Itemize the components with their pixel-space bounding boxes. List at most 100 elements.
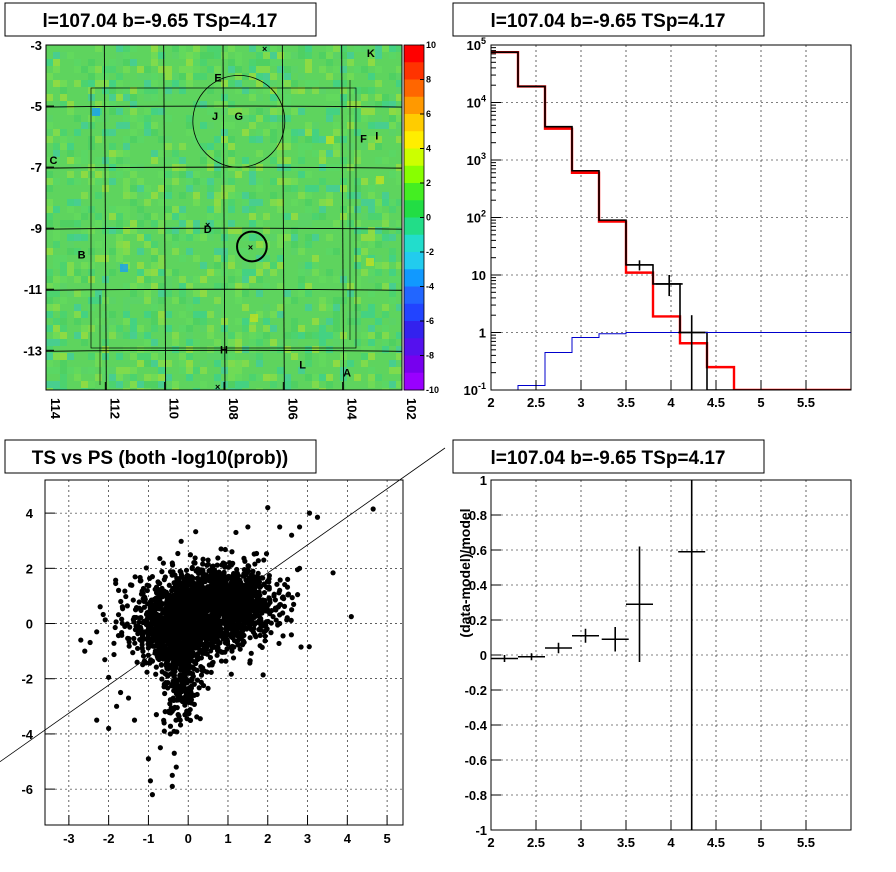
skymap-pixel xyxy=(179,255,186,262)
skymap-pixel xyxy=(256,241,263,248)
skymap-pixel xyxy=(158,283,165,290)
residual-title: l=107.04 b=-9.65 TSp=4.17 xyxy=(490,448,725,469)
skymap-pixel xyxy=(116,80,123,87)
skymap-pixel xyxy=(354,255,361,262)
skymap-pixel xyxy=(144,374,151,381)
skymap-pixel xyxy=(74,318,81,325)
skymap-pixel xyxy=(354,374,361,381)
skymap-pixel xyxy=(46,185,53,192)
scatter-point xyxy=(207,583,214,589)
skymap-pixel xyxy=(284,346,291,353)
skymap-pixel xyxy=(249,192,256,199)
skymap-pixel xyxy=(389,318,396,325)
skymap-pixel xyxy=(361,213,368,220)
scatter-point xyxy=(184,572,190,579)
colorbar-tick-label: -6 xyxy=(426,316,434,326)
skymap-pixel xyxy=(88,388,95,390)
skymap-pixel xyxy=(130,59,137,66)
skymap-pixel xyxy=(291,381,298,388)
skymap-pixel xyxy=(186,374,193,381)
skymap-pixel xyxy=(179,192,186,199)
skymap-pixel xyxy=(165,276,172,283)
skymap-pixel xyxy=(186,52,193,59)
skymap-pixel xyxy=(221,80,228,87)
colorbar-segment xyxy=(404,62,424,80)
skymap-pixel xyxy=(151,304,158,311)
skymap-pixel xyxy=(151,353,158,360)
skymap-pixel xyxy=(284,136,291,143)
scatter-point xyxy=(181,665,187,672)
scatter-point xyxy=(97,604,103,610)
scatter-point xyxy=(269,607,275,614)
x-tick-label: 4.5 xyxy=(707,395,725,410)
skymap-pixel xyxy=(130,171,137,178)
scatter-point xyxy=(161,728,167,734)
skymap-pixel xyxy=(200,52,207,59)
scatter-point xyxy=(265,505,271,511)
skymap-pixel xyxy=(95,388,102,390)
skymap-pixel xyxy=(53,290,60,297)
skymap-pixel xyxy=(368,59,375,66)
skymap-pixel xyxy=(354,276,361,283)
scatter-point xyxy=(210,587,216,593)
skymap-pixel xyxy=(95,241,102,248)
scatter-point xyxy=(167,697,174,703)
skymap-pixel xyxy=(221,122,228,129)
skymap-cross-marker: × xyxy=(262,44,267,54)
skymap-pixel xyxy=(151,80,158,87)
skymap-pixel xyxy=(228,45,235,52)
skymap-pixel xyxy=(60,269,67,276)
skymap-pixel xyxy=(67,241,74,248)
scatter-point xyxy=(179,573,185,580)
skymap-pixel xyxy=(123,283,130,290)
skymap-pixel xyxy=(242,262,249,269)
skymap-pixel xyxy=(277,283,284,290)
skymap-pixel xyxy=(284,115,291,122)
skymap-pixel xyxy=(144,241,151,248)
skymap-pixel xyxy=(354,94,361,101)
histogram-title-box: l=107.04 b=-9.65 TSp=4.17 xyxy=(452,2,765,37)
skymap-pixel xyxy=(354,311,361,318)
skymap-pixel xyxy=(214,381,221,388)
skymap-pixel xyxy=(228,136,235,143)
skymap-pixel xyxy=(249,332,256,339)
skymap-pixel xyxy=(326,150,333,157)
skymap-pixel xyxy=(179,325,186,332)
skymap-pixel xyxy=(151,339,158,346)
skymap-pixel xyxy=(305,136,312,143)
skymap-pixel xyxy=(389,94,396,101)
skymap-y-axis: -3-5-7-9-11-13 xyxy=(23,38,54,358)
skymap-pixel xyxy=(151,325,158,332)
skymap-pixel xyxy=(228,360,235,367)
skymap-pixel xyxy=(172,52,179,59)
skymap-pixel xyxy=(81,66,88,73)
skymap-pixel xyxy=(361,45,368,52)
skymap-pixel xyxy=(298,332,305,339)
skymap-pixel xyxy=(151,318,158,325)
skymap-pixel xyxy=(242,248,249,255)
skymap-pixel xyxy=(123,94,130,101)
scatter-point xyxy=(272,597,278,603)
skymap-pixel xyxy=(291,108,298,115)
skymap-pixel xyxy=(95,136,102,143)
skymap-pixel xyxy=(88,269,95,276)
skymap-pixel xyxy=(263,304,270,311)
y-tick-label: -0.2 xyxy=(465,683,487,698)
skymap-pixel xyxy=(347,360,354,367)
skymap-pixel xyxy=(137,325,144,332)
scatter-point xyxy=(180,641,186,648)
skymap-pixel xyxy=(235,66,242,73)
skymap-pixel xyxy=(109,87,116,94)
skymap-pixel xyxy=(382,94,389,101)
skymap-pixel xyxy=(46,304,53,311)
skymap-pixel xyxy=(151,192,158,199)
colorbar-segment xyxy=(404,148,424,167)
skymap-pixel xyxy=(102,115,109,122)
skymap-pixel xyxy=(123,332,130,339)
scatter-point xyxy=(157,628,163,634)
scatter-point xyxy=(270,614,276,620)
scatter-point xyxy=(191,701,197,707)
skymap-pixel xyxy=(396,304,402,311)
scatter-point xyxy=(229,549,235,555)
